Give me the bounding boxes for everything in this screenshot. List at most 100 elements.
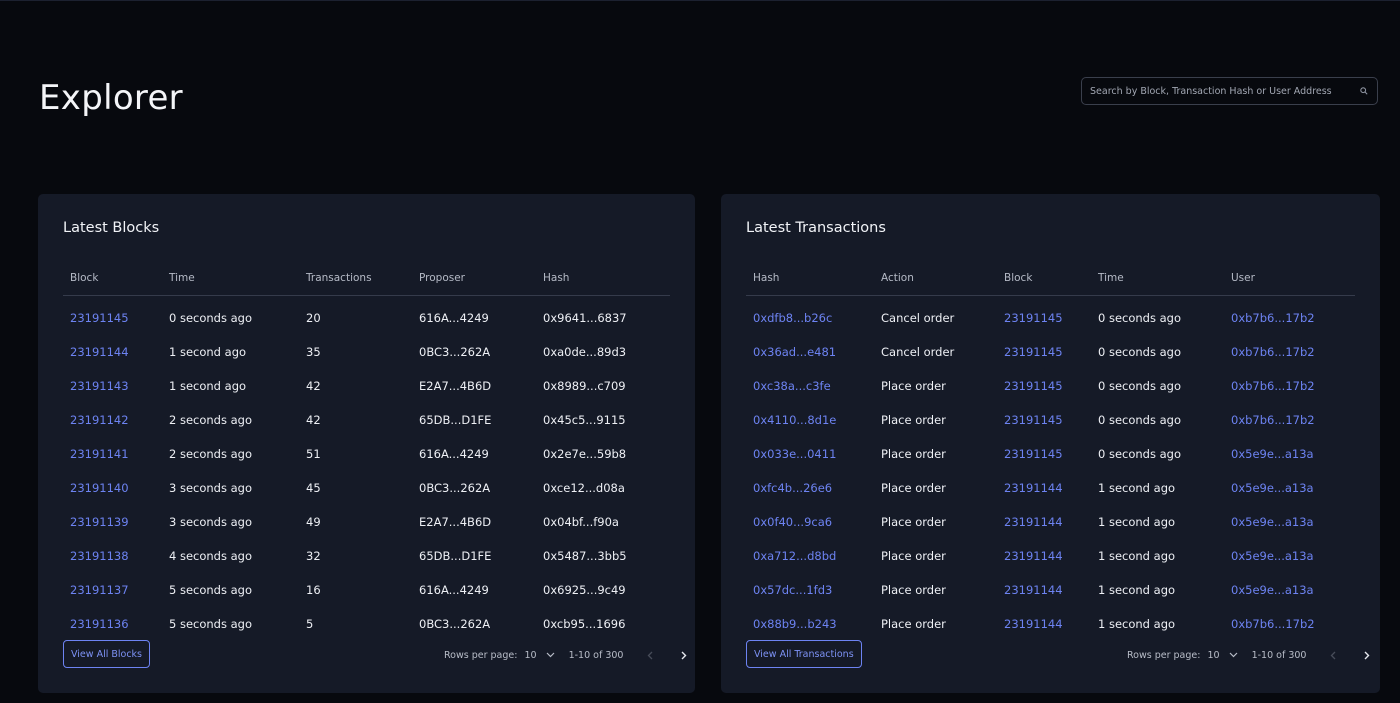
transaction-hash-link[interactable]: 0xc38a...c3fe: [753, 379, 831, 393]
next-page-button[interactable]: [677, 648, 691, 662]
block-number-link[interactable]: 23191140: [70, 481, 129, 495]
table-row: 23191142 2 seconds ago 42 65DB...D1FE 0x45c5…: [63, 403, 670, 437]
block-time: 3 seconds ago: [169, 481, 253, 495]
user-address-link[interactable]: 0x5e9e...a13a: [1231, 447, 1314, 461]
transaction-hash-link[interactable]: 0x88b9...b243: [753, 617, 837, 631]
blocks-table-body: 23191145 0 seconds ago 20 616A...4249 0x9641…: [63, 301, 670, 641]
block-number-link[interactable]: 23191145: [70, 311, 129, 325]
block-number-link[interactable]: 23191139: [70, 515, 129, 529]
table-row: 23191145 0 seconds ago 20 616A...4249 0x9641…: [63, 301, 670, 335]
block-number-link[interactable]: 23191145: [1004, 447, 1063, 461]
user-address-link[interactable]: 0xb7b6...17b2: [1231, 413, 1315, 427]
block-hash: 0x8989...c709: [543, 379, 626, 393]
rows-per-page-value: 10: [1207, 649, 1220, 661]
transaction-action: Place order: [881, 481, 946, 495]
user-address-link[interactable]: 0x5e9e...a13a: [1231, 549, 1314, 563]
block-number-link[interactable]: 23191141: [70, 447, 129, 461]
table-row: 23191139 3 seconds ago 49 E2A7...4B6D 0x04bf…: [63, 505, 670, 539]
block-number-link[interactable]: 23191143: [70, 379, 129, 393]
chevron-left-icon: [1331, 651, 1336, 659]
block-number-link[interactable]: 23191144: [70, 345, 129, 359]
chevron-down-icon: [1229, 652, 1237, 658]
block-number-link[interactable]: 23191144: [1004, 549, 1063, 563]
block-number-link[interactable]: 23191136: [70, 617, 129, 631]
transaction-hash-link[interactable]: 0x4110...8d1e: [753, 413, 837, 427]
transaction-action: Place order: [881, 447, 946, 461]
view-all-blocks-button[interactable]: View All Blocks: [63, 640, 151, 668]
rows-per-page-label: Rows per page:: [444, 649, 518, 661]
transaction-time: 0 seconds ago: [1098, 413, 1182, 427]
block-hash: 0x5487...3bb5: [543, 549, 627, 563]
previous-page-button[interactable]: [1326, 648, 1340, 662]
block-time: 2 seconds ago: [169, 413, 253, 427]
rows-per-page-select[interactable]: 10: [524, 650, 554, 661]
transaction-count: 42: [306, 379, 321, 393]
block-time: 1 second ago: [169, 345, 247, 359]
column-header-time: Time: [169, 272, 195, 284]
view-all-transactions-button[interactable]: View All Transactions: [746, 640, 862, 668]
block-time: 3 seconds ago: [169, 515, 253, 529]
user-address-link[interactable]: 0x5e9e...a13a: [1231, 515, 1314, 529]
transaction-action: Place order: [881, 583, 946, 597]
transaction-hash-link[interactable]: 0xdfb8...b26c: [753, 311, 833, 325]
user-address-link[interactable]: 0xb7b6...17b2: [1231, 617, 1315, 631]
search-icon[interactable]: [1359, 86, 1369, 96]
transaction-action: Cancel order: [881, 311, 955, 325]
user-address-link[interactable]: 0x5e9e...a13a: [1231, 481, 1314, 495]
transaction-action: Place order: [881, 379, 946, 393]
transaction-hash-link[interactable]: 0x36ad...e481: [753, 345, 837, 359]
block-number-link[interactable]: 23191144: [1004, 617, 1063, 631]
block-number-link[interactable]: 23191145: [1004, 413, 1063, 427]
user-address-link[interactable]: 0xb7b6...17b2: [1231, 379, 1315, 393]
transaction-hash-link[interactable]: 0xa712...d8bd: [753, 549, 837, 563]
transaction-action: Place order: [881, 413, 946, 427]
page-range: 1-10 of 300: [568, 649, 624, 661]
block-number-link[interactable]: 23191145: [1004, 345, 1063, 359]
page-range: 1-10 of 300: [1251, 649, 1307, 661]
block-time: 5 seconds ago: [169, 617, 253, 631]
transaction-time: 1 second ago: [1098, 515, 1176, 529]
next-page-button[interactable]: [1360, 648, 1374, 662]
transaction-count: 45: [306, 481, 321, 495]
transaction-hash-link[interactable]: 0x57dc...1fd3: [753, 583, 833, 597]
table-row: 23191144 1 second ago 35 0BC3...262A 0xa0de.…: [63, 335, 670, 369]
previous-page-button[interactable]: [643, 648, 657, 662]
transaction-hash-link[interactable]: 0xfc4b...26e6: [753, 481, 833, 495]
block-number-link[interactable]: 23191137: [70, 583, 129, 597]
block-time: 1 second ago: [169, 379, 247, 393]
transaction-count: 5: [306, 617, 314, 631]
table-row: 23191136 5 seconds ago 5 0BC3...262A 0xcb95.…: [63, 607, 670, 641]
block-number-link[interactable]: 23191144: [1004, 481, 1063, 495]
rows-per-page-label: Rows per page:: [1127, 649, 1201, 661]
block-number-link[interactable]: 23191145: [1004, 311, 1063, 325]
column-header-time: Time: [1098, 272, 1124, 284]
proposer: 0BC3...262A: [419, 617, 491, 631]
block-number-link[interactable]: 23191142: [70, 413, 129, 427]
table-row: 23191138 4 seconds ago 32 65DB...D1FE 0x5487…: [63, 539, 670, 573]
block-number-link[interactable]: 23191145: [1004, 379, 1063, 393]
block-number-link[interactable]: 23191144: [1004, 583, 1063, 597]
user-address-link[interactable]: 0x5e9e...a13a: [1231, 583, 1314, 597]
proposer: E2A7...4B6D: [419, 515, 492, 529]
transaction-time: 0 seconds ago: [1098, 345, 1182, 359]
user-address-link[interactable]: 0xb7b6...17b2: [1231, 311, 1315, 325]
rows-per-page-select[interactable]: 10: [1207, 650, 1237, 661]
block-number-link[interactable]: 23191144: [1004, 515, 1063, 529]
block-hash: 0x9641...6837: [543, 311, 627, 325]
table-row: 0xfc4b...26e6 Place order 23191144 1 second…: [746, 471, 1355, 505]
rows-per-page-value: 10: [524, 649, 537, 661]
proposer: 0BC3...262A: [419, 481, 491, 495]
table-header: Hash Action Block Time User: [746, 266, 1355, 296]
proposer: E2A7...4B6D: [419, 379, 492, 393]
panel-title: Latest Blocks: [63, 220, 160, 236]
transaction-hash-link[interactable]: 0x0f40...9ca6: [753, 515, 833, 529]
transaction-action: Cancel order: [881, 345, 955, 359]
block-number-link[interactable]: 23191138: [70, 549, 129, 563]
column-header-hash: Hash: [543, 272, 570, 284]
proposer: 616A...4249: [419, 311, 489, 325]
search-box[interactable]: [1081, 77, 1378, 105]
search-input[interactable]: [1090, 85, 1359, 97]
transaction-hash-link[interactable]: 0x033e...0411: [753, 447, 837, 461]
chevron-down-icon: [546, 652, 554, 658]
user-address-link[interactable]: 0xb7b6...17b2: [1231, 345, 1315, 359]
